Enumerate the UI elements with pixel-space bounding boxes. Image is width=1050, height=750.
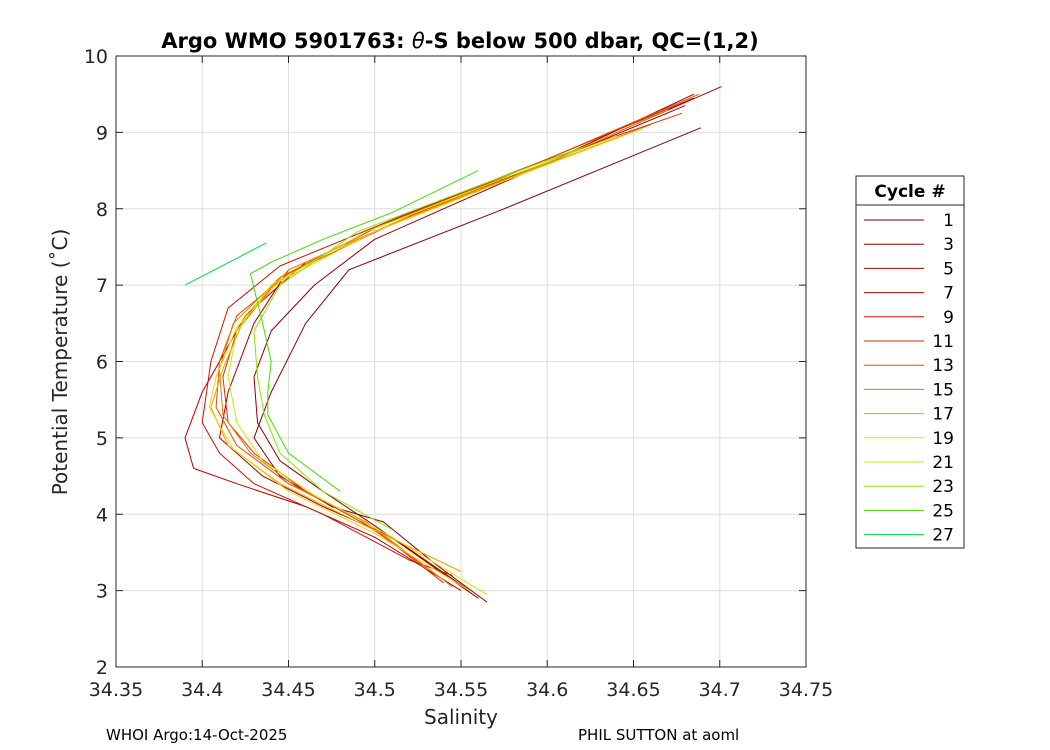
- chart-title-suffix: -S below 500 dbar, QC=(1,2): [425, 29, 759, 53]
- series-line-cycle-3: [253, 93, 695, 599]
- legend-label-cycle-11: 11: [932, 332, 954, 352]
- x-tick-label: 34.7: [699, 679, 741, 701]
- y-tick-label: 4: [96, 504, 108, 526]
- y-tick-label: 3: [96, 581, 108, 603]
- y-axis-label: Potential Temperature (˚C): [48, 229, 72, 496]
- y-tick-label: 5: [96, 428, 108, 450]
- legend-label-cycle-27: 27: [932, 526, 954, 546]
- y-tick-label: 8: [96, 199, 108, 221]
- legend-label-cycle-23: 23: [932, 477, 954, 497]
- legend-label-cycle-25: 25: [932, 501, 954, 521]
- series-line-cycle-17: [210, 109, 669, 572]
- footer-right: PHIL SUTTON at aoml: [578, 726, 739, 744]
- y-tick-label: 7: [96, 275, 108, 297]
- x-tick-label: 34.35: [89, 679, 143, 701]
- legend-label-cycle-9: 9: [943, 308, 954, 328]
- legend-label-cycle-19: 19: [932, 429, 954, 449]
- legend-label-cycle-1: 1: [943, 211, 954, 231]
- x-tick-label: 34.4: [181, 679, 223, 701]
- x-tick-label: 34.75: [779, 679, 833, 701]
- y-tick-label: 9: [96, 122, 108, 144]
- series-line-cycle-27: [184, 242, 267, 286]
- series-line-cycle-9: [201, 97, 695, 576]
- x-tick-label: 34.6: [526, 679, 568, 701]
- legend-label-cycle-5: 5: [943, 259, 954, 279]
- legend-label-cycle-17: 17: [932, 405, 954, 425]
- series-group: [184, 86, 722, 603]
- x-tick-label: 34.65: [606, 679, 660, 701]
- y-tick-label: 10: [84, 46, 108, 68]
- footer-left: WHOI Argo:14-Oct-2025: [106, 726, 287, 744]
- x-tick-label: 34.55: [434, 679, 488, 701]
- chart-title: Argo WMO 5901763: θ-S below 500 dbar, QC…: [161, 29, 758, 53]
- x-tick-label: 34.5: [354, 679, 396, 701]
- legend-label-cycle-13: 13: [932, 356, 954, 376]
- ticks: 34.35 34.4 34.45 34.5 34.55 34.6 34.65 34.7 34.7…: [84, 46, 833, 701]
- y-tick-label: 2: [96, 657, 108, 679]
- series-line-cycle-23: [253, 147, 582, 530]
- series-line-cycle-25: [250, 170, 479, 492]
- series-line-cycle-21: [227, 135, 617, 595]
- chart-title-theta: θ: [412, 29, 425, 53]
- series-line-cycle-19: [208, 128, 643, 592]
- y-tick-label: 6: [96, 352, 108, 374]
- x-axis-label: Salinity: [424, 705, 498, 729]
- legend-label-cycle-21: 21: [932, 453, 954, 473]
- plot-area: 34.35 34.4 34.45 34.5 34.55 34.6 34.65 34.7 34.7…: [84, 46, 833, 701]
- chart-title-prefix: Argo WMO 5901763:: [161, 29, 412, 53]
- x-tick-label: 34.45: [261, 679, 315, 701]
- series-line-cycle-1: [253, 127, 701, 603]
- legend-title: Cycle #: [874, 182, 945, 202]
- legend-label-cycle-7: 7: [943, 284, 954, 304]
- legend-label-cycle-3: 3: [943, 235, 954, 255]
- legend-label-cycle-15: 15: [932, 380, 954, 400]
